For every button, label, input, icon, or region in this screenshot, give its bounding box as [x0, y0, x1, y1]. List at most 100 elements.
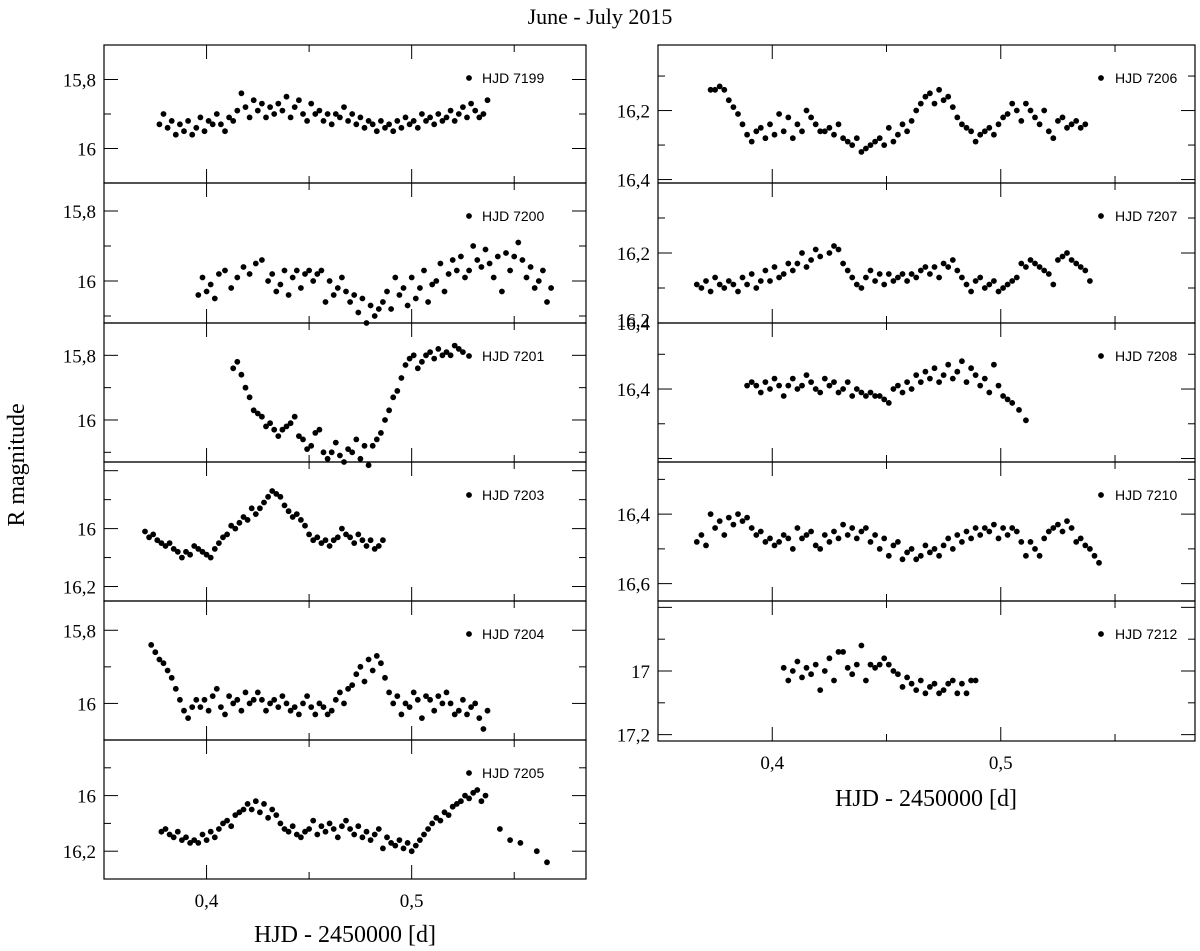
data-point [273, 288, 280, 295]
y-tick-label: 15,8 [63, 346, 96, 367]
data-point [369, 667, 376, 674]
data-point [799, 382, 805, 389]
data-point [840, 521, 846, 528]
data-point [453, 267, 460, 274]
data-point [199, 548, 206, 555]
data-point [721, 285, 728, 291]
data-point [478, 264, 485, 270]
panel-hjd-7199: 15,8 16 HJD 7199 [63, 44, 587, 184]
data-point [351, 292, 358, 298]
data-point [316, 700, 323, 707]
data-point [218, 121, 224, 128]
data-point [876, 393, 883, 399]
data-point [357, 663, 364, 670]
data-point [402, 114, 409, 121]
data-point [375, 543, 382, 549]
legend-marker [466, 213, 472, 219]
data-point [205, 118, 212, 124]
data-point [959, 121, 965, 128]
data-point [872, 664, 878, 671]
data-point [872, 393, 878, 399]
data-point [1055, 118, 1061, 124]
data-point [156, 121, 163, 128]
data-point [972, 138, 979, 145]
data-point [863, 393, 869, 399]
data-point [365, 656, 372, 663]
data-point [1009, 400, 1016, 406]
panel-frame [103, 182, 587, 324]
data-point [927, 375, 933, 382]
data-point [744, 131, 750, 138]
data-point [254, 689, 261, 696]
data-point [334, 534, 341, 541]
data-point [429, 820, 436, 827]
data-point [367, 537, 374, 544]
data-point [808, 379, 814, 385]
data-point [908, 118, 915, 124]
data-point [455, 111, 462, 117]
data-point [739, 121, 746, 128]
data-point [174, 828, 181, 835]
data-point [404, 840, 411, 846]
data-point [455, 707, 462, 714]
data-point [189, 131, 196, 138]
data-point [721, 86, 728, 93]
data-point [451, 711, 458, 718]
data-point [304, 118, 310, 124]
data-point [417, 837, 423, 843]
data-point [275, 704, 282, 710]
data-point [246, 271, 253, 277]
data-point [936, 86, 942, 93]
data-point [817, 389, 824, 396]
data-point [226, 693, 233, 699]
data-point [1004, 281, 1011, 288]
data-point [183, 834, 189, 841]
figure-title: June - July 2015 [528, 4, 673, 29]
data-point [263, 114, 269, 121]
data-point [343, 817, 349, 824]
data-point [991, 131, 997, 138]
data-point [314, 534, 321, 541]
data-point [474, 787, 481, 793]
data-point [808, 671, 814, 678]
data-point [927, 684, 933, 690]
data-point [209, 693, 216, 699]
legend-label: HJD 7204 [482, 626, 544, 642]
x-axis-label-right: HJD - 2450000 [d] [835, 786, 1017, 812]
data-point [414, 365, 421, 372]
legend-marker [1098, 353, 1104, 359]
data-point [789, 546, 796, 552]
data-point [1077, 264, 1084, 270]
data-point [712, 86, 718, 93]
data-point [1036, 552, 1043, 559]
data-point [322, 537, 329, 544]
data-point [320, 704, 327, 710]
data-point [531, 285, 538, 291]
panel-frame [657, 322, 1196, 463]
data-point [931, 365, 938, 372]
legend-label: HJD 7199 [482, 70, 544, 86]
data-point [1082, 121, 1089, 128]
data-point [252, 260, 259, 267]
data-point [1009, 525, 1016, 531]
data-point [246, 114, 253, 121]
panel-frame [657, 600, 1196, 742]
data-point [794, 386, 801, 392]
data-point [945, 680, 952, 687]
data-point [326, 820, 333, 827]
data-point [386, 407, 392, 414]
data-point [1045, 271, 1052, 277]
data-point [780, 128, 787, 135]
data-point [1064, 518, 1070, 524]
data-point [863, 525, 869, 531]
data-point [285, 828, 292, 835]
panel-hjd-7206: 16,2 16,4 HJD 7206 [617, 44, 1196, 192]
panel-hjd-7200: 15,8 16 HJD 7200 [63, 182, 587, 326]
data-point [1073, 539, 1080, 545]
data-point [447, 107, 454, 114]
data-point [240, 806, 247, 813]
data-point [735, 111, 741, 117]
y-tick-label: 16,4 [617, 171, 651, 192]
data-point [808, 114, 814, 121]
